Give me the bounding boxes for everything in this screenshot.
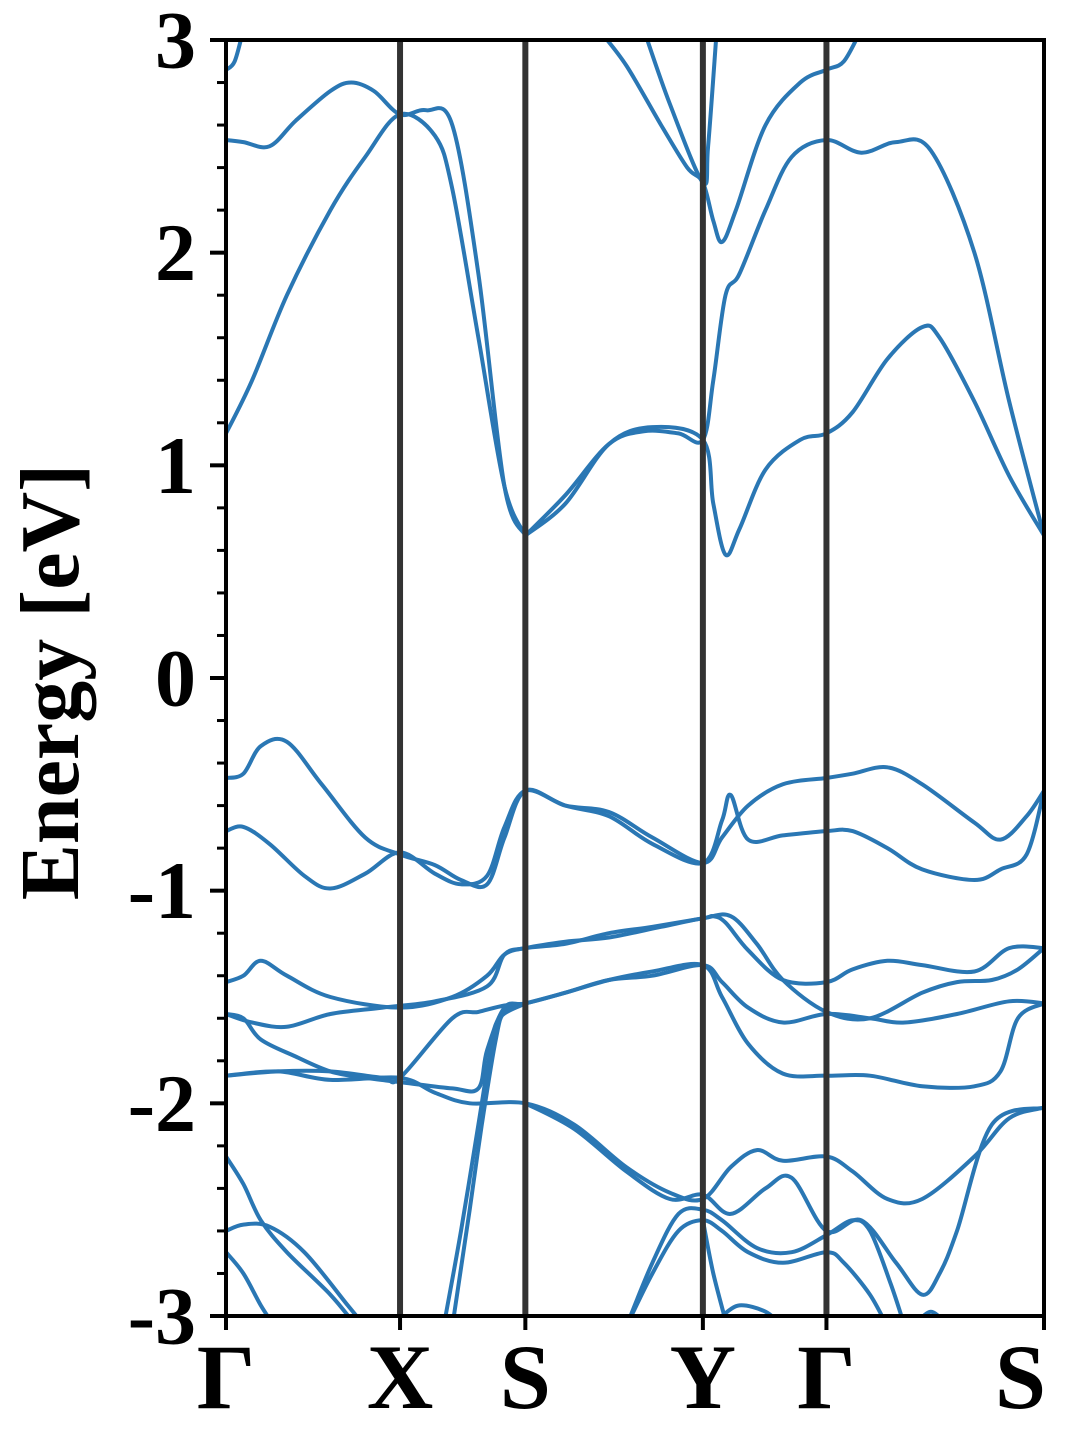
- x-tick-label: S: [500, 1326, 551, 1428]
- y-tick-label: 0: [155, 633, 196, 724]
- band-line-18: [226, 1154, 351, 1316]
- band-line-21: [629, 1218, 885, 1316]
- y-axis-label: Energy [eV]: [4, 464, 97, 900]
- band-line-2: [226, 80, 528, 538]
- band-line-3: [226, 40, 243, 72]
- band-line-1: [226, 111, 528, 538]
- band-line-23: [700, 1218, 727, 1316]
- band-line-13: [226, 961, 1044, 1090]
- band-line-9: [226, 788, 1044, 891]
- band-line-8: [226, 736, 1044, 890]
- x-tick-label: X: [367, 1326, 433, 1428]
- band-line-4: [523, 323, 1044, 558]
- x-tick-label: S: [995, 1326, 1046, 1428]
- band-line-16: [443, 1001, 528, 1316]
- band-line-17: [523, 1101, 1044, 1297]
- axes-frame: [224, 38, 1046, 1318]
- x-tick-label: Γ: [797, 1326, 856, 1428]
- y-tick-label: -1: [128, 845, 196, 936]
- y-tick-label: 1: [155, 420, 196, 511]
- band-line-22: [628, 1206, 904, 1316]
- band-line-5: [523, 137, 1044, 538]
- x-tick-label: Y: [670, 1326, 736, 1428]
- plot-frame: [224, 38, 1046, 1318]
- y-tick-label: -3: [128, 1271, 196, 1362]
- y-tick-label: -2: [128, 1058, 196, 1149]
- y-tick-label: 2: [155, 207, 196, 298]
- band-line-6: [604, 40, 859, 245]
- band-line-20: [226, 1250, 270, 1316]
- x-tick-label: Γ: [197, 1326, 256, 1428]
- kpath-lines-layer: [397, 40, 830, 1316]
- y-tick-label: 3: [155, 0, 196, 86]
- band-line-19: [226, 1221, 360, 1316]
- band-line-14: [226, 1069, 1044, 1206]
- band-line-25: [920, 1309, 942, 1316]
- tick-marks-layer: [210, 38, 1046, 1330]
- band-line-24: [720, 1303, 775, 1316]
- band-line-11: [226, 912, 1044, 1030]
- bands-layer: [226, 40, 1044, 1316]
